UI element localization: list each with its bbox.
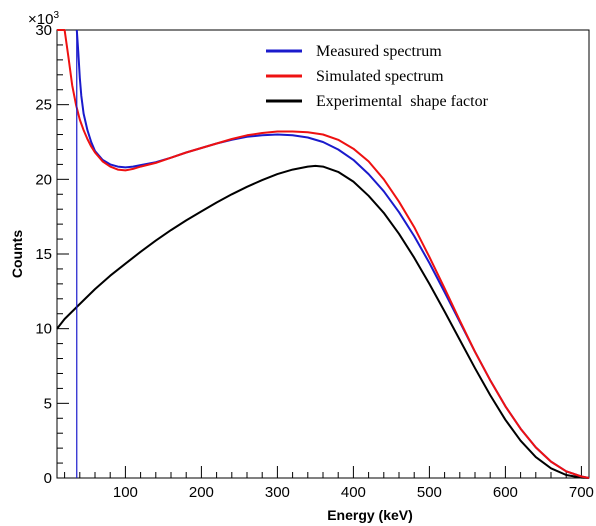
x-tick-label: 600	[493, 484, 518, 501]
legend-label: Simulated spectrum	[316, 68, 444, 85]
y-tick-label: 0	[44, 470, 52, 487]
y-tick-label: 5	[44, 395, 52, 412]
y-tick-label: 20	[35, 171, 52, 188]
y-axis-title: Counts	[9, 230, 25, 278]
x-tick-label: 200	[189, 484, 214, 501]
legend-label: Measured spectrum	[316, 43, 442, 60]
y-multiplier: ×103	[28, 10, 59, 28]
y-tick-label: 15	[35, 246, 52, 263]
x-tick-label: 300	[265, 484, 290, 501]
x-tick-label: 100	[113, 484, 138, 501]
x-tick-label: 700	[569, 484, 594, 501]
x-tick-label: 500	[417, 484, 442, 501]
x-axis-title: Energy (keV)	[327, 507, 413, 523]
y-tick-label: 25	[35, 97, 52, 114]
x-tick-label: 400	[341, 484, 366, 501]
y-tick-label: 10	[35, 321, 52, 338]
legend-label: Experimental shape factor	[316, 93, 489, 110]
